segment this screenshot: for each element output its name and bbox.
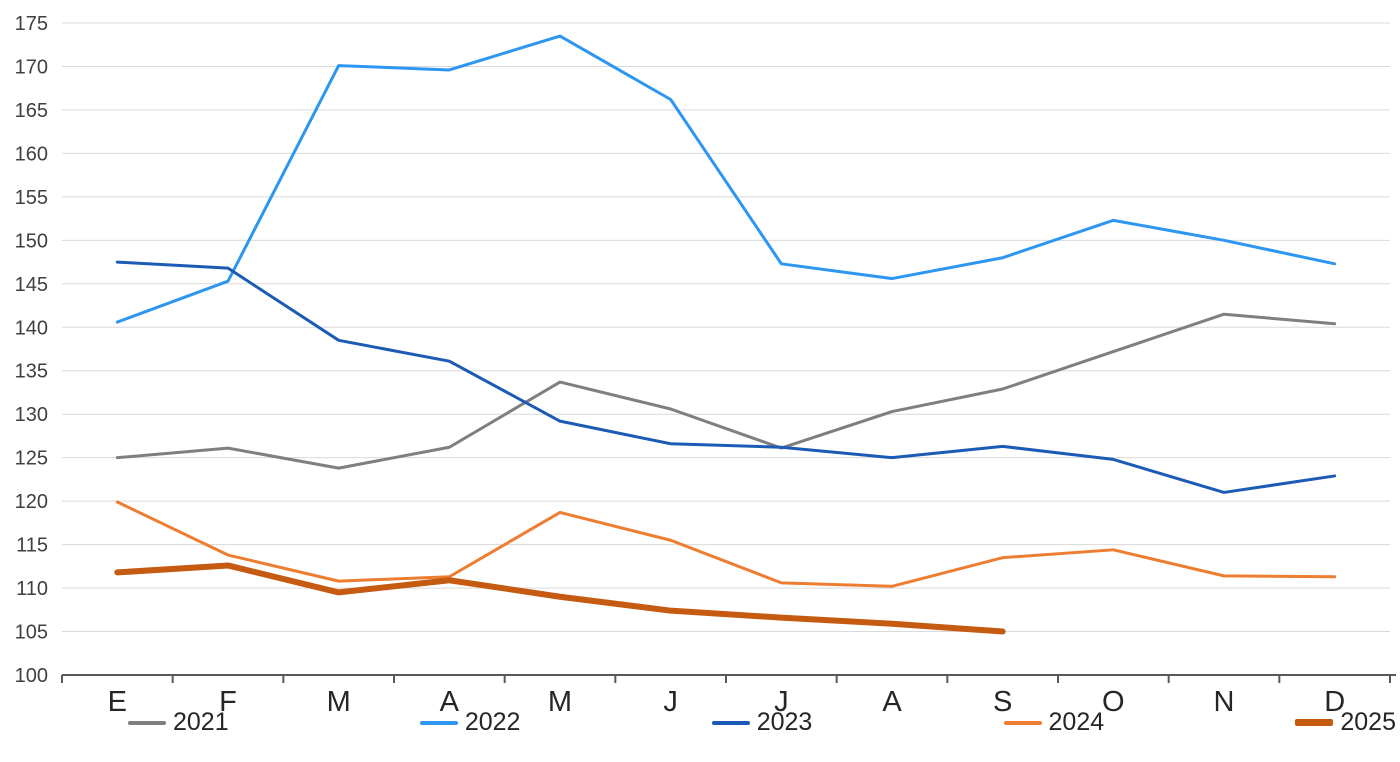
y-axis-label: 155 [15,187,48,209]
legend-item-2021: 2021 [128,710,229,735]
legend-swatch-2023 [711,720,750,725]
y-axis-label: 125 [15,448,48,470]
legend-label: 2022 [464,708,521,736]
x-axis-label: M [327,686,351,718]
legend-swatch-2022 [419,720,458,725]
y-axis-label: 160 [15,143,48,165]
x-axis-label: N [1214,686,1235,718]
y-axis-label: 140 [15,317,48,339]
y-axis-label: 130 [15,404,48,426]
legend-label: 2024 [1048,708,1105,736]
x-axis-label: J [663,686,678,718]
series-line-2023 [115,260,1337,494]
x-axis-label: D [1324,686,1345,718]
legend-item-2025: 2025 [1295,710,1396,735]
x-axis-label: M [548,686,572,718]
y-axis-label: 100 [15,665,48,687]
y-axis-label: 150 [15,230,48,252]
series-line-2022 [115,34,1337,324]
chart-legend: 2021 2022 2023 2024 2025 [0,710,1400,735]
legend-item-2024: 2024 [1003,708,1105,736]
legend-label: 2025 [1340,708,1396,736]
y-axis-label: 165 [15,100,48,122]
x-axis-label: A [882,686,902,718]
legend-swatch-2025 [1295,719,1334,726]
y-axis-label: 135 [15,361,48,383]
series-line-2021 [115,312,1337,470]
x-axis-label: S [993,686,1012,718]
y-axis-label: 145 [15,274,48,296]
x-axis-label: F [219,686,237,718]
legend-swatch-2021 [128,720,166,725]
x-axis-label: O [1102,686,1125,718]
y-axis-label: 115 [16,535,48,557]
x-axis-label: A [440,686,460,718]
legend-item-2022: 2022 [419,708,521,736]
y-axis-label: 110 [16,578,48,600]
y-axis-label: 170 [15,56,48,78]
x-axis-label: E [108,686,127,718]
legend-label: 2021 [173,708,229,736]
legend-swatch-2024 [1003,720,1042,725]
legend-label: 2023 [756,708,813,736]
legend-item-2023: 2023 [711,708,813,736]
x-axis-label: J [774,686,789,718]
series-line-2024 [115,500,1337,588]
y-axis-label: 175 [15,13,48,35]
y-axis-label: 120 [15,491,48,513]
y-axis-label: 105 [15,622,48,644]
series-line-2025 [114,562,1006,635]
